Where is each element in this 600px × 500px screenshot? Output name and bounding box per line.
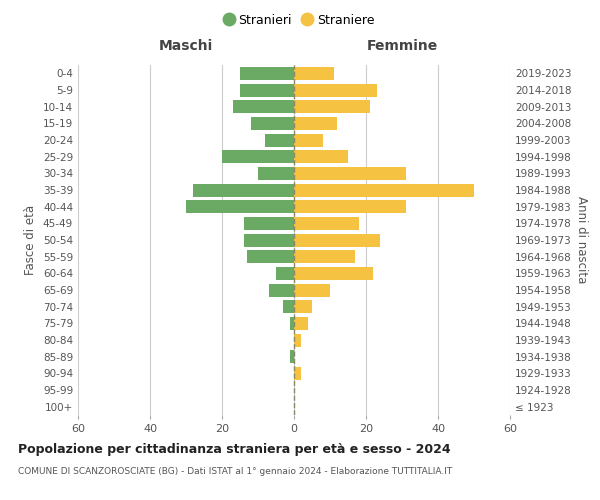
Bar bbox=[294, 334, 301, 346]
Legend: Stranieri, Straniere: Stranieri, Straniere bbox=[221, 8, 379, 32]
Bar bbox=[294, 250, 355, 263]
Bar bbox=[294, 134, 323, 146]
Bar bbox=[222, 150, 294, 163]
Bar bbox=[294, 167, 406, 180]
Bar bbox=[276, 267, 294, 280]
Bar bbox=[294, 184, 474, 196]
Bar bbox=[294, 284, 330, 296]
Bar bbox=[294, 200, 406, 213]
Bar bbox=[290, 317, 294, 330]
Bar bbox=[294, 317, 308, 330]
Bar bbox=[186, 200, 294, 213]
Bar bbox=[265, 134, 294, 146]
Bar bbox=[294, 150, 348, 163]
Bar bbox=[294, 100, 370, 113]
Bar bbox=[283, 300, 294, 313]
Bar bbox=[244, 234, 294, 246]
Bar bbox=[294, 300, 312, 313]
Bar bbox=[294, 234, 380, 246]
Bar bbox=[294, 267, 373, 280]
Bar bbox=[240, 67, 294, 80]
Bar bbox=[251, 117, 294, 130]
Bar bbox=[269, 284, 294, 296]
Bar bbox=[247, 250, 294, 263]
Text: Popolazione per cittadinanza straniera per età e sesso - 2024: Popolazione per cittadinanza straniera p… bbox=[18, 442, 451, 456]
Y-axis label: Fasce di età: Fasce di età bbox=[25, 205, 37, 275]
Bar bbox=[258, 167, 294, 180]
Bar bbox=[294, 217, 359, 230]
Text: COMUNE DI SCANZOROSCIATE (BG) - Dati ISTAT al 1° gennaio 2024 - Elaborazione TUT: COMUNE DI SCANZOROSCIATE (BG) - Dati IST… bbox=[18, 468, 452, 476]
Bar bbox=[193, 184, 294, 196]
Bar bbox=[294, 84, 377, 96]
Text: Maschi: Maschi bbox=[159, 40, 213, 54]
Text: Femmine: Femmine bbox=[367, 40, 437, 54]
Bar bbox=[294, 67, 334, 80]
Bar bbox=[233, 100, 294, 113]
Bar bbox=[290, 350, 294, 363]
Bar bbox=[294, 117, 337, 130]
Bar bbox=[294, 367, 301, 380]
Bar bbox=[240, 84, 294, 96]
Y-axis label: Anni di nascita: Anni di nascita bbox=[575, 196, 588, 284]
Bar bbox=[244, 217, 294, 230]
